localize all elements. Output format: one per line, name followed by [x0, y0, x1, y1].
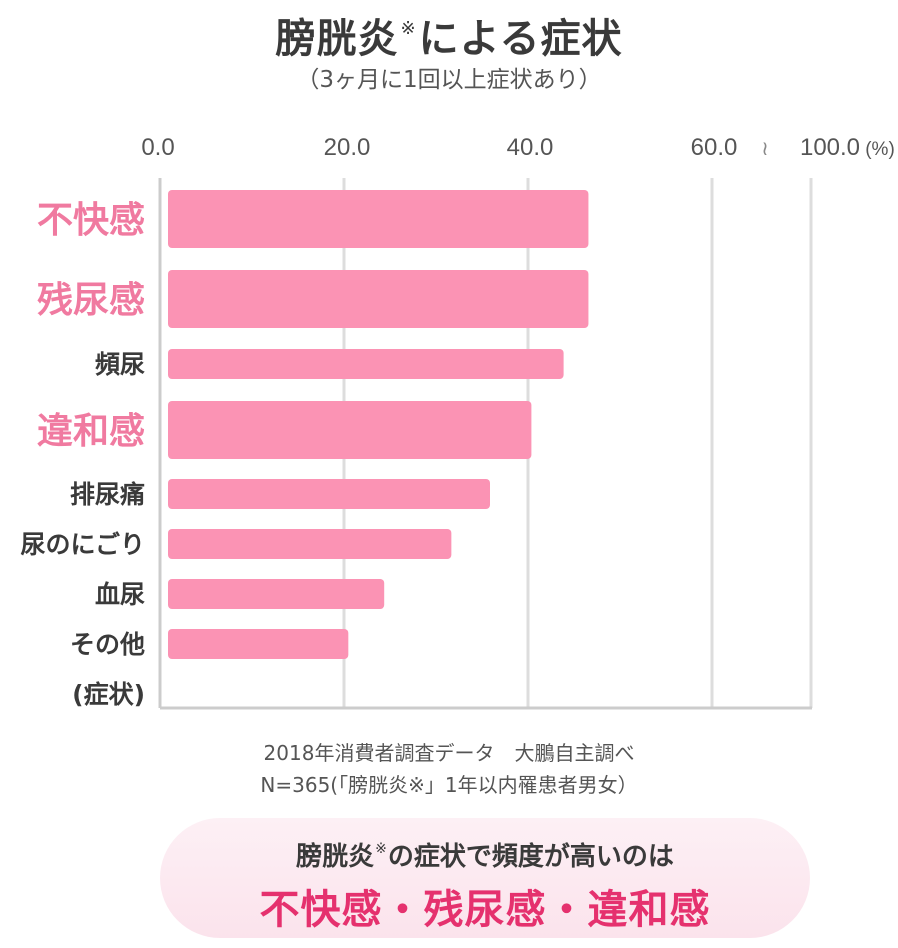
- bar: [168, 349, 564, 379]
- chart-title: 膀胱炎 ※による症状: [0, 6, 898, 64]
- x-axis-unit: (%): [865, 139, 895, 160]
- summary-callout: 膀胱炎※の症状で頻度が高いのは 不快感・残尿感・違和感: [160, 818, 810, 938]
- callout-line-1: 膀胱炎※の症状で頻度が高いのは: [160, 836, 810, 873]
- callout-line-2: 不快感・残尿感・違和感: [259, 887, 711, 933]
- category-label: 残尿感: [37, 280, 145, 321]
- x-tick-label: 40.0: [507, 134, 554, 161]
- x-tick-label: 100.0: [800, 134, 860, 161]
- y-axis-label: (症状): [72, 680, 145, 709]
- callout-rest: の症状で頻度が高いのは: [387, 842, 674, 872]
- source-line-2: N=365(「膀胱炎※」1年以内罹患者男女）: [260, 773, 638, 797]
- category-label: 違和感: [37, 411, 145, 452]
- bar: [168, 479, 490, 509]
- category-label: 血尿: [95, 580, 145, 609]
- title-mark: ※: [400, 18, 417, 39]
- bar: [168, 629, 349, 659]
- chart-subtitle: （3ヶ月に1回以上症状あり）: [296, 67, 602, 93]
- bar: [168, 529, 452, 559]
- category-label: 尿のにごり: [20, 530, 145, 559]
- callout-mark: ※: [375, 841, 387, 857]
- bar: [168, 579, 385, 609]
- axis-break-symbol: ≀: [761, 136, 769, 160]
- bar: [168, 401, 532, 459]
- x-tick-label: 60.0: [691, 134, 738, 161]
- bar-chart: 0.0 20.0 40.0 60.0 100.0 ≀ (%) 不快感残尿感頻尿違和感排尿痛尿の…: [20, 134, 895, 710]
- title-rest: による症状: [418, 16, 623, 62]
- category-label: 不快感: [37, 200, 145, 241]
- title-main: 膀胱炎: [275, 16, 399, 62]
- source-line-1: 2018年消費者調査データ 大鵬自主調べ: [263, 741, 635, 765]
- bar: [168, 270, 589, 328]
- x-tick-label: 0.0: [141, 134, 174, 161]
- bar: [168, 190, 589, 248]
- category-label: 頻尿: [95, 350, 145, 379]
- category-label: その他: [70, 630, 145, 659]
- category-label: 排尿痛: [70, 480, 145, 509]
- callout-main: 膀胱炎: [296, 842, 375, 872]
- x-tick-label: 20.0: [324, 134, 371, 161]
